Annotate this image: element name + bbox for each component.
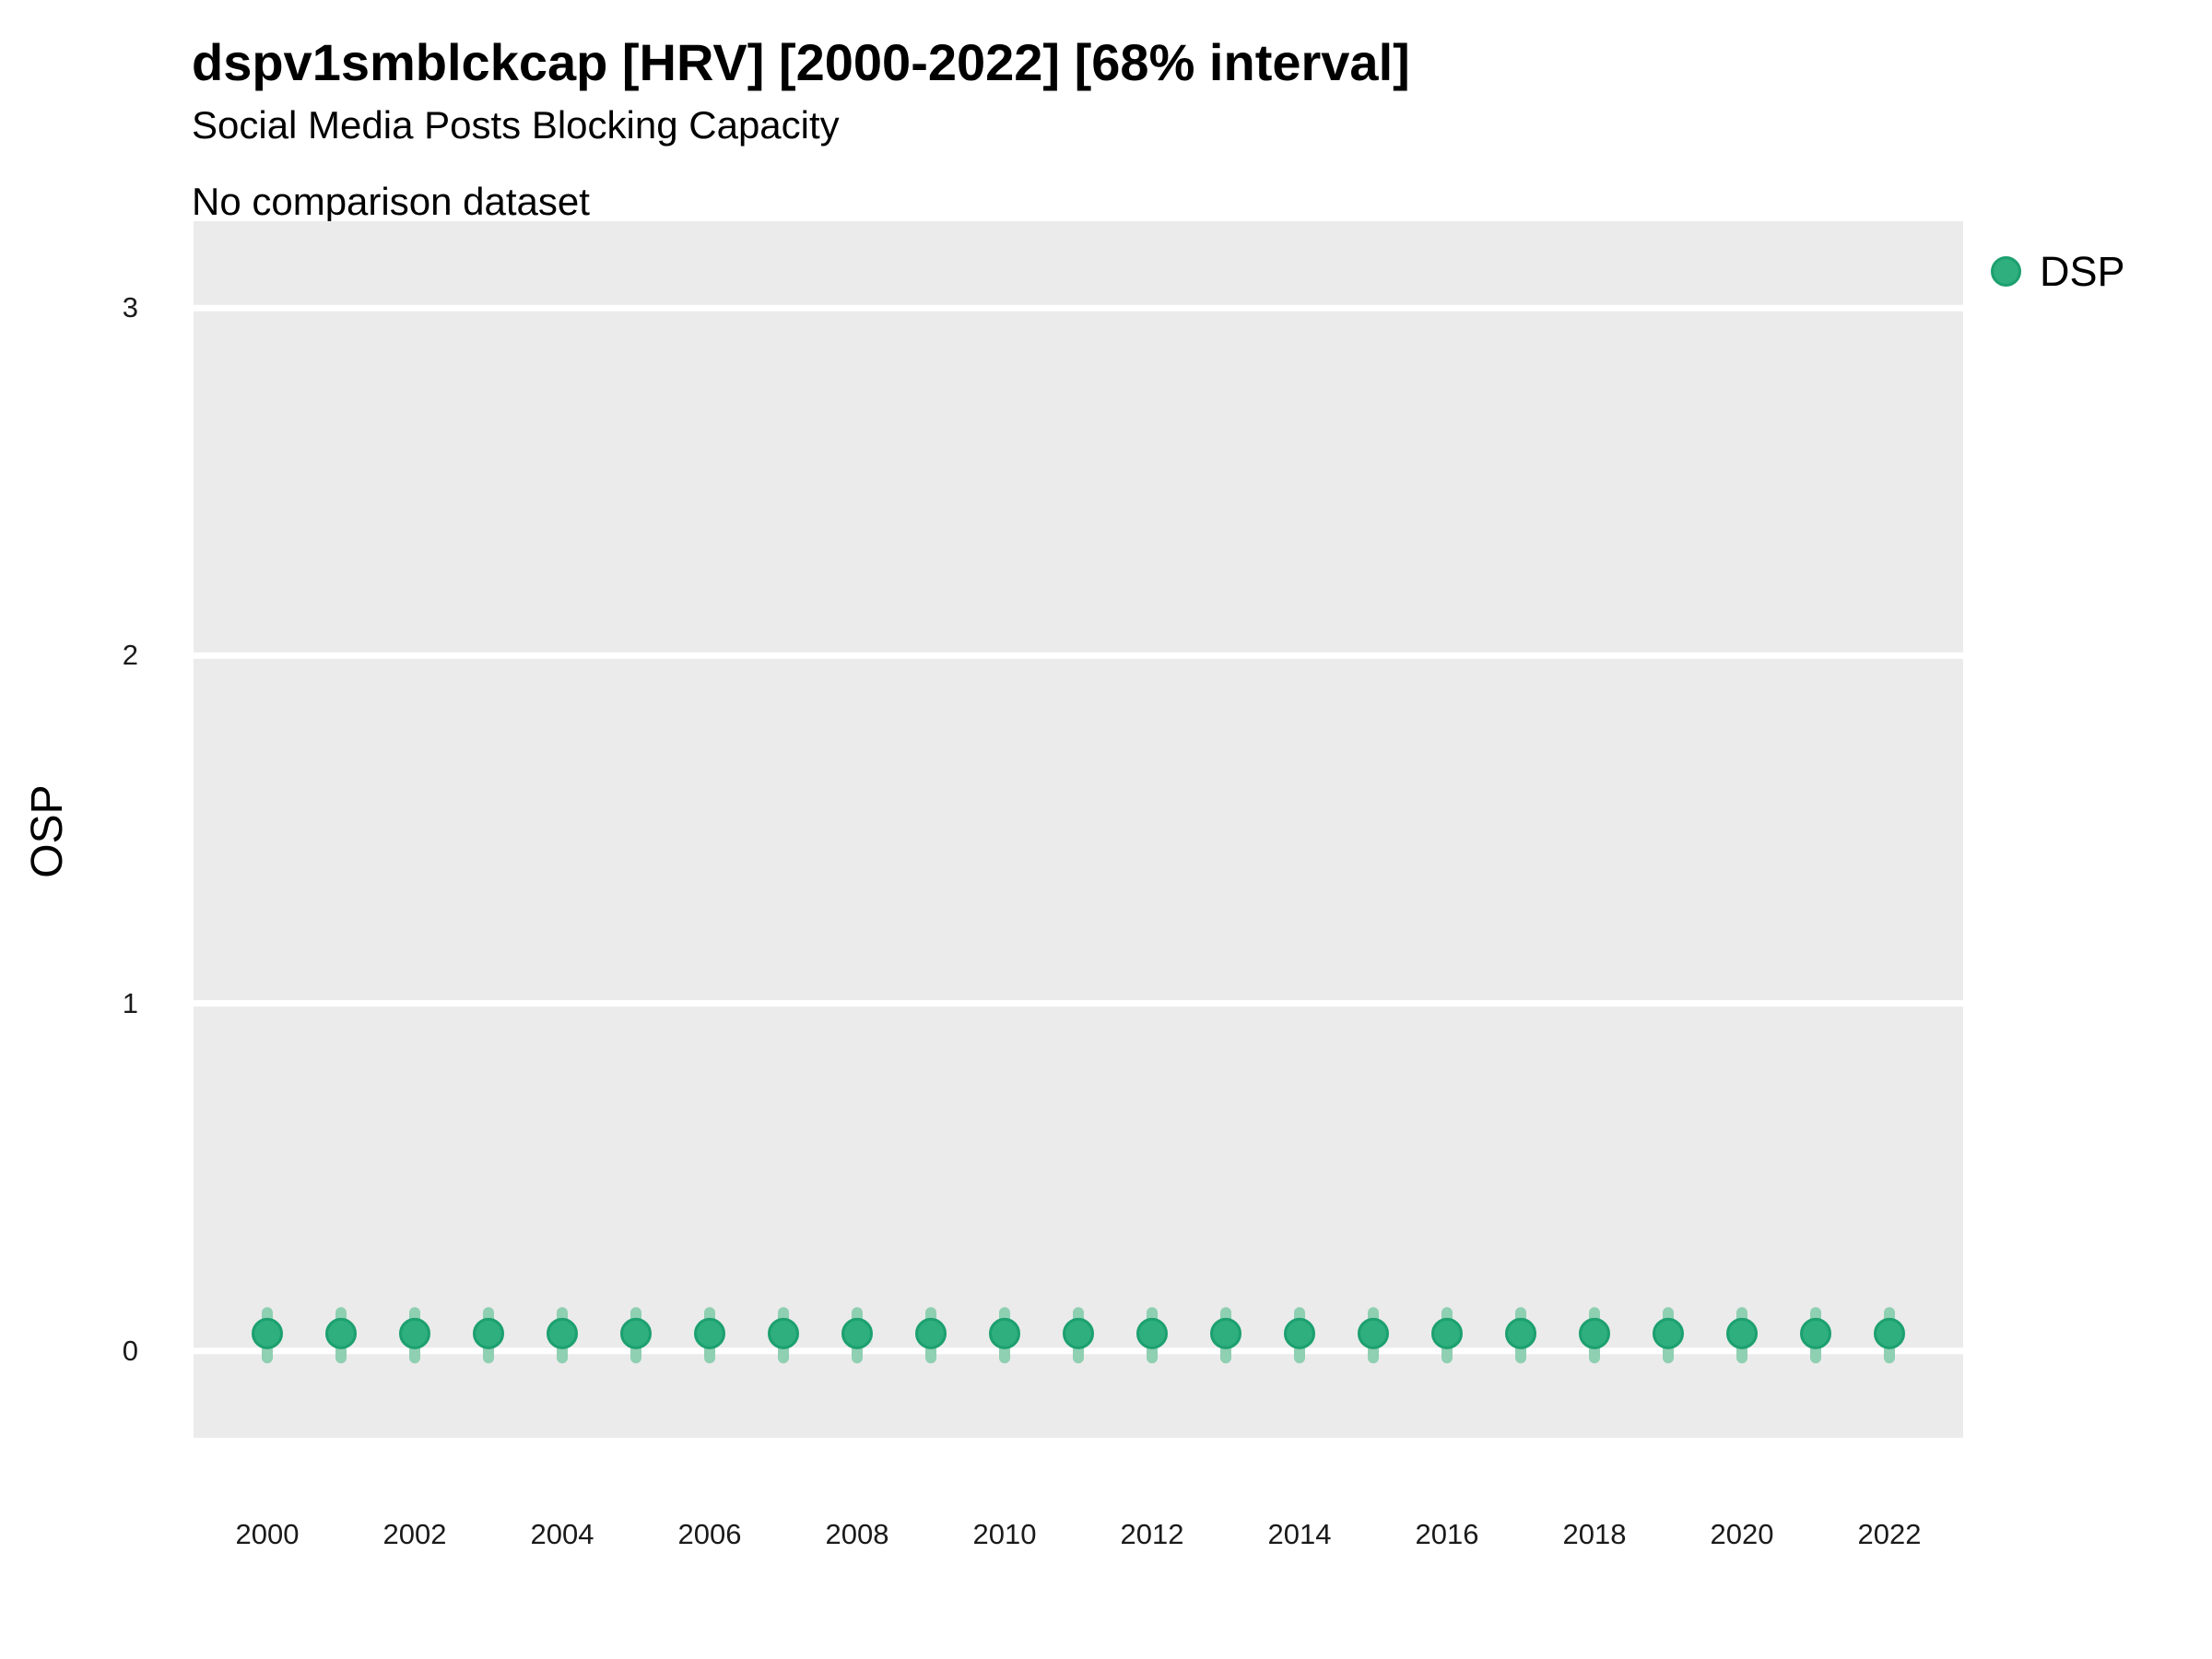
data-point	[1874, 1317, 1905, 1349]
data-point	[1358, 1317, 1389, 1349]
data-point	[989, 1317, 1020, 1349]
x-tick-label: 2022	[1857, 1518, 1922, 1550]
x-tick-label: 2004	[530, 1518, 594, 1550]
x-tick-label: 2020	[1710, 1518, 1774, 1550]
x-tick-label: 2010	[972, 1518, 1037, 1550]
data-point	[1136, 1317, 1168, 1349]
data-point	[1800, 1317, 1831, 1349]
chart-caption: No comparison dataset	[192, 180, 590, 223]
data-point	[1210, 1317, 1241, 1349]
data-point	[473, 1317, 504, 1349]
x-tick-label: 2012	[1120, 1518, 1184, 1550]
y-tick-label: 3	[122, 291, 138, 324]
legend-point-icon	[1991, 256, 2021, 287]
x-tick-label: 2006	[677, 1518, 742, 1550]
legend-label: DSP	[2040, 248, 2125, 295]
data-point	[252, 1317, 283, 1349]
x-tick-label: 2014	[1267, 1518, 1332, 1550]
x-tick-label: 2008	[825, 1518, 889, 1550]
x-tick-label: 2000	[235, 1518, 300, 1550]
y-axis-title: OSP	[23, 784, 72, 878]
data-point	[399, 1317, 430, 1349]
y-tick-label: 2	[122, 639, 138, 672]
data-point	[1505, 1317, 1536, 1349]
data-point	[768, 1317, 799, 1349]
chart-subtitle: Social Media Posts Blocking Capacity	[192, 103, 840, 147]
plot-area	[194, 304, 1963, 1364]
data-point	[1726, 1317, 1758, 1349]
data-point	[1653, 1317, 1684, 1349]
data-point	[620, 1317, 652, 1349]
y-tick-label: 0	[122, 1334, 138, 1367]
data-point	[1284, 1317, 1315, 1349]
data-point	[1431, 1317, 1463, 1349]
legend: DSP	[1991, 251, 2125, 292]
data-point	[841, 1317, 873, 1349]
x-tick-label: 2018	[1562, 1518, 1627, 1550]
plot-panel	[194, 221, 1963, 1438]
x-tick-label: 2016	[1415, 1518, 1479, 1550]
data-point	[547, 1317, 578, 1349]
x-tick-label: 2002	[382, 1518, 447, 1550]
chart-title: dspv1smblckcap [HRV] [2000-2022] [68% in…	[192, 33, 1410, 91]
data-point	[325, 1317, 357, 1349]
y-tick-label: 1	[122, 986, 138, 1019]
data-point	[694, 1317, 725, 1349]
data-point	[1579, 1317, 1610, 1349]
data-point	[1063, 1317, 1094, 1349]
data-point	[915, 1317, 947, 1349]
